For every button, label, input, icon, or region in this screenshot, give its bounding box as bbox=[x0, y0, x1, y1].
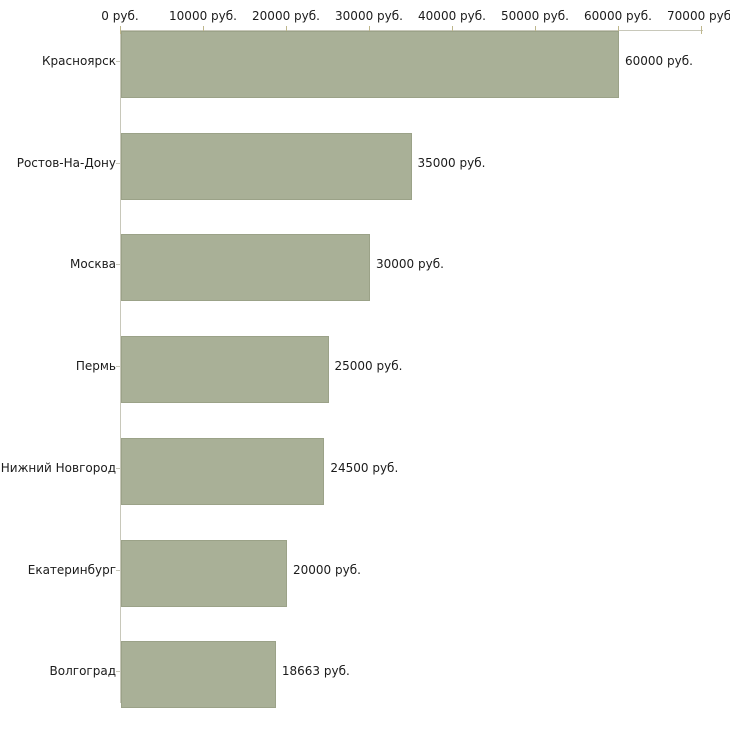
bar-category-label: Москва bbox=[70, 257, 116, 272]
x-axis-tick bbox=[701, 26, 702, 34]
bar bbox=[121, 641, 276, 709]
x-axis-tick bbox=[452, 26, 453, 34]
y-axis-line bbox=[120, 30, 121, 703]
bar-category-label: Волгоград bbox=[49, 664, 116, 679]
x-axis-tick-label: 60000 руб. bbox=[584, 9, 652, 23]
bar-value-label: 24500 руб. bbox=[330, 460, 399, 475]
bar bbox=[121, 132, 412, 200]
bar bbox=[121, 336, 329, 404]
y-axis-tick bbox=[116, 162, 120, 164]
x-axis-tick bbox=[203, 26, 204, 34]
bar bbox=[121, 539, 287, 607]
x-axis-tick bbox=[369, 26, 370, 34]
bar-value-label: 60000 руб. bbox=[625, 54, 693, 68]
y-axis-tick bbox=[116, 61, 120, 62]
bar bbox=[121, 234, 370, 302]
bar-value-label: 25000 руб. bbox=[334, 359, 403, 374]
x-axis-tick bbox=[535, 26, 536, 34]
x-axis-tick bbox=[618, 26, 619, 34]
x-axis-tick-label: 50000 руб. bbox=[501, 9, 569, 23]
y-axis-tick bbox=[116, 264, 120, 266]
bar-category-label: Пермь bbox=[75, 359, 116, 374]
bar-category-label: Нижний Новгород bbox=[0, 460, 116, 475]
bar-value-label: 35000 руб. bbox=[417, 155, 486, 170]
bar-value-label: 20000 руб. bbox=[293, 562, 361, 577]
bar bbox=[121, 31, 619, 98]
x-axis-tick bbox=[120, 26, 121, 34]
x-axis-tick-label: 70000 руб. bbox=[667, 9, 730, 23]
bar-value-label: 18663 руб. bbox=[281, 664, 350, 679]
bar-value-label: 30000 руб. bbox=[376, 257, 444, 272]
x-axis-tick-label: 40000 руб. bbox=[418, 9, 486, 23]
x-axis-tick-label: 30000 руб. bbox=[335, 9, 403, 23]
x-axis-tick-label: 20000 руб. bbox=[252, 9, 320, 23]
y-axis-tick bbox=[116, 366, 120, 368]
x-axis-tick-label: 10000 руб. bbox=[169, 9, 237, 23]
y-axis-tick bbox=[116, 467, 120, 469]
x-axis-tick-label: 0 руб. bbox=[101, 9, 139, 23]
bar-category-label: Ростов-На-Дону bbox=[16, 155, 116, 170]
x-axis-line bbox=[120, 30, 703, 31]
y-axis-tick bbox=[116, 671, 120, 673]
bar-category-label: Екатеринбург bbox=[27, 562, 116, 577]
bar bbox=[121, 437, 325, 505]
x-axis-tick bbox=[286, 26, 287, 34]
bar-category-label: Красноярск bbox=[42, 54, 116, 68]
y-axis-tick bbox=[116, 569, 120, 571]
